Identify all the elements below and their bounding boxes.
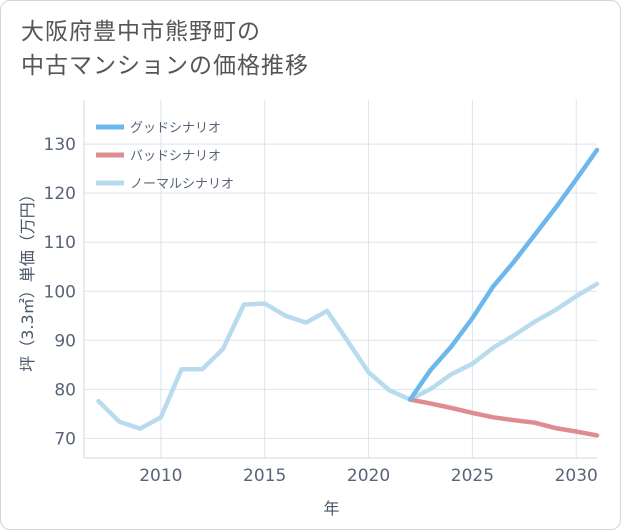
y-tick-label: 120 bbox=[44, 184, 76, 204]
axis-labels: 2010 2015 2020 2025 2030 70 80 90 100 110 120 130 年 坪… bbox=[18, 135, 598, 518]
chart-title: 大阪府豊中市熊野町の 中古マンションの価格推移 bbox=[21, 15, 309, 83]
series-lines bbox=[96, 147, 600, 438]
y-tick-label: 80 bbox=[54, 380, 76, 400]
legend-label: ノーマルシナリオ bbox=[130, 177, 234, 192]
y-tick-label: 100 bbox=[44, 282, 76, 302]
series-line-bad bbox=[407, 397, 600, 438]
grid-lines bbox=[84, 100, 597, 458]
series-line-good bbox=[407, 147, 600, 402]
x-tick-label: 2030 bbox=[555, 466, 598, 486]
axes bbox=[83, 100, 597, 459]
y-tick-label: 70 bbox=[54, 429, 76, 449]
x-tick-label: 2025 bbox=[451, 466, 494, 486]
chart-title-line-1: 大阪府豊中市熊野町の bbox=[21, 19, 261, 45]
y-tick-label: 130 bbox=[44, 135, 76, 155]
x-tick-label: 2020 bbox=[347, 466, 390, 486]
series-line-normal bbox=[96, 281, 600, 431]
y-tick-label: 90 bbox=[54, 331, 76, 351]
legend-label: グッドシナリオ bbox=[130, 121, 221, 136]
y-axis-title: 坪（3.3㎡）単価（万円） bbox=[18, 186, 37, 371]
chart-title-line-2: 中古マンションの価格推移 bbox=[21, 53, 309, 79]
legend-label: バッドシナリオ bbox=[130, 149, 221, 164]
x-tick-label: 2010 bbox=[139, 466, 182, 486]
y-tick-label: 110 bbox=[44, 233, 76, 253]
x-axis-title: 年 bbox=[323, 499, 339, 518]
x-tick-label: 2015 bbox=[243, 466, 286, 486]
